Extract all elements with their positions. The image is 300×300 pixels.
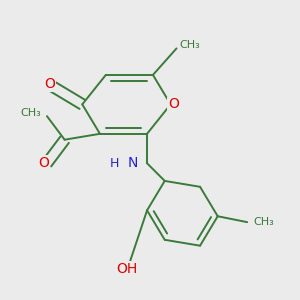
Text: CH₃: CH₃ (253, 217, 274, 227)
Text: H: H (110, 157, 119, 170)
Text: O: O (39, 156, 50, 170)
Text: N: N (127, 156, 137, 170)
Text: CH₃: CH₃ (20, 108, 41, 118)
Text: CH₃: CH₃ (179, 40, 200, 50)
Text: O: O (168, 98, 179, 111)
Text: O: O (44, 77, 55, 91)
Text: OH: OH (116, 262, 137, 276)
